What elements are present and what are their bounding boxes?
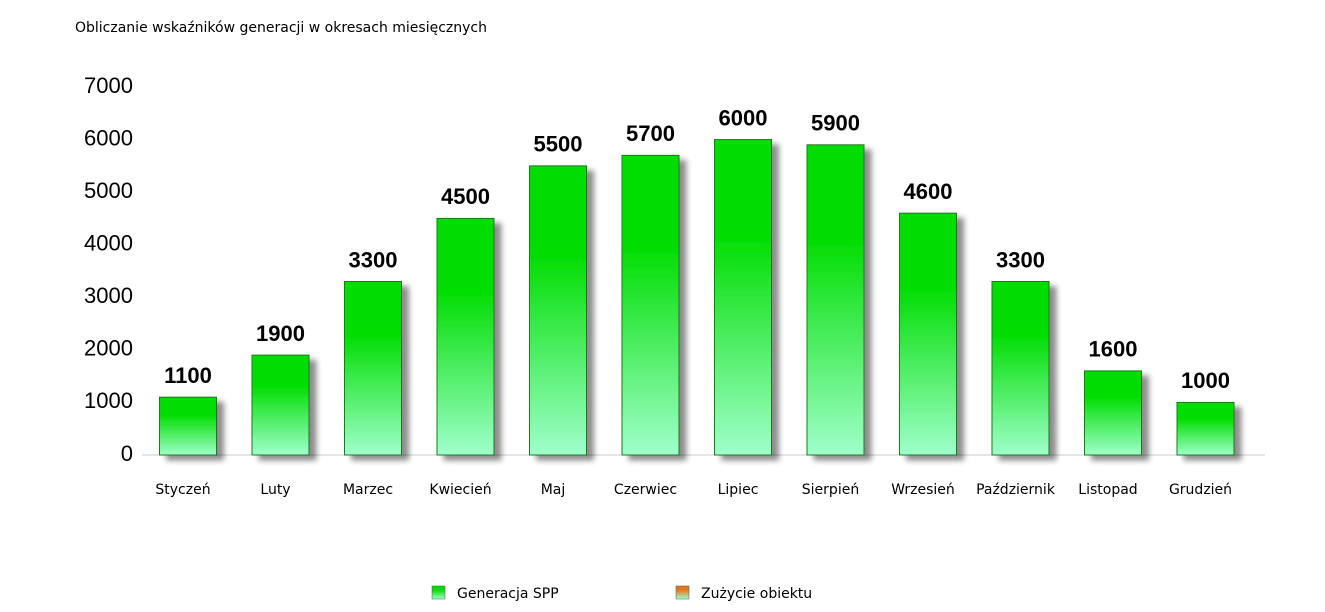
x-tick-label: Lipiec	[718, 482, 759, 498]
bar	[159, 396, 217, 456]
x-tick-label: Maj	[541, 482, 566, 498]
value-label: 4600	[904, 179, 953, 204]
bar	[344, 281, 402, 456]
bar	[899, 212, 957, 456]
value-label: 1600	[1089, 337, 1138, 362]
y-tick-label: 2000	[84, 336, 133, 361]
bar	[621, 154, 680, 456]
y-tick-label: 0	[121, 441, 133, 466]
value-label: 4500	[441, 184, 490, 209]
value-label: 6000	[719, 105, 768, 130]
value-label: 1000	[1181, 368, 1230, 393]
bar	[251, 354, 310, 456]
bar	[714, 139, 772, 456]
bar	[436, 217, 495, 456]
y-tick-label: 4000	[84, 231, 133, 256]
y-tick-label: 7000	[84, 73, 133, 98]
x-tick-label: Kwiecień	[429, 482, 491, 498]
x-tick-label: Sierpień	[802, 482, 859, 498]
x-tick-label: Czerwiec	[614, 482, 677, 498]
y-tick-label: 5000	[84, 178, 133, 203]
value-label: 5700	[626, 121, 675, 146]
legend-label: Zużycie obiektu	[701, 586, 812, 602]
x-tick-label: Wrzesień	[891, 482, 955, 498]
y-tick-label: 1000	[84, 388, 133, 413]
legend-swatch	[431, 585, 446, 600]
x-tick-label: Marzec	[343, 482, 393, 498]
x-tick-label: Grudzień	[1169, 482, 1232, 498]
x-tick-label: Listopad	[1078, 482, 1137, 498]
legend-label: Generacja SPP	[457, 586, 559, 602]
bar	[1084, 370, 1142, 456]
value-label: 1100	[164, 363, 212, 388]
bar	[529, 165, 587, 456]
chart-title: Obliczanie wskaźników generacji w okresa…	[75, 20, 487, 36]
value-label: 3300	[996, 247, 1045, 272]
value-label: 5500	[534, 132, 583, 157]
y-tick-label: 3000	[84, 283, 133, 308]
x-tick-label: Luty	[260, 482, 290, 498]
value-label: 5900	[811, 111, 860, 136]
y-tick-label: 6000	[84, 125, 133, 150]
bar	[806, 144, 865, 456]
legend-swatch	[675, 585, 690, 600]
value-label: 1900	[256, 321, 305, 346]
bar	[1176, 401, 1235, 456]
value-label: 3300	[349, 247, 398, 272]
x-tick-label: Styczeń	[155, 482, 210, 498]
x-tick-label: Październik	[976, 482, 1056, 498]
bar	[991, 281, 1050, 456]
